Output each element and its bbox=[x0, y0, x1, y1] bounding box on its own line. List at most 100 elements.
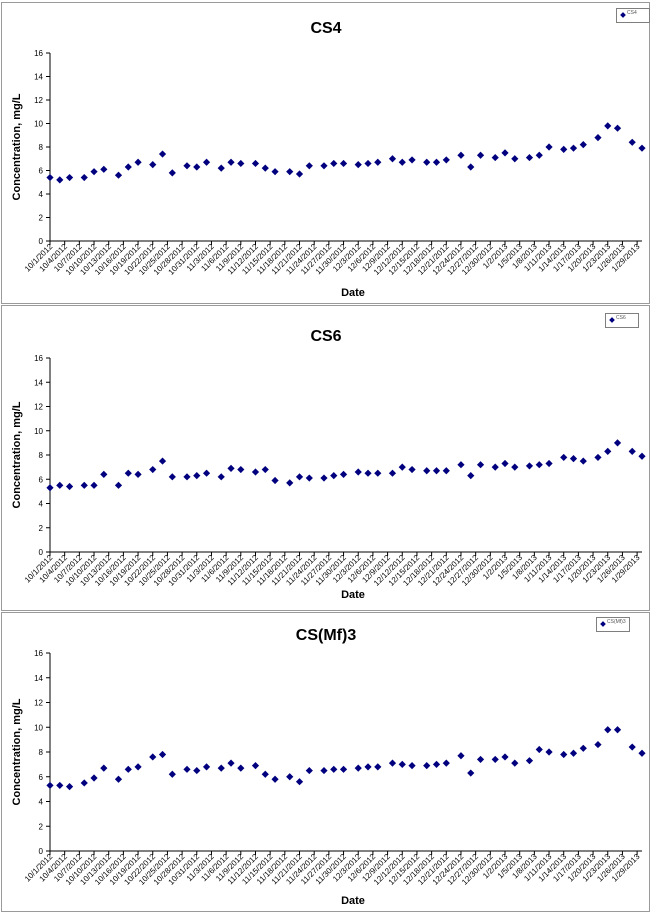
data-point bbox=[202, 763, 211, 771]
data-point bbox=[560, 750, 568, 759]
data-point bbox=[638, 749, 646, 757]
y-tick-label: 2 bbox=[39, 822, 44, 831]
data-point bbox=[339, 765, 348, 773]
data-point bbox=[295, 170, 304, 178]
data-point bbox=[237, 159, 245, 168]
y-tick-label: 10 bbox=[34, 723, 43, 732]
chart-svg: CS4024681012141610/1/201210/4/201210/7/2… bbox=[11, 20, 646, 299]
data-point bbox=[339, 470, 348, 478]
data-point bbox=[432, 467, 441, 475]
data-point bbox=[124, 765, 132, 773]
data-point bbox=[149, 465, 157, 474]
y-axis-title: Concentration, mg/L bbox=[11, 698, 23, 805]
y-tick-label: 6 bbox=[39, 475, 44, 484]
y-tick-label: 10 bbox=[34, 427, 43, 436]
data-point bbox=[457, 151, 465, 159]
data-point bbox=[423, 762, 431, 770]
data-point bbox=[56, 481, 64, 489]
data-point bbox=[46, 173, 54, 182]
data-point bbox=[511, 155, 519, 163]
data-point bbox=[158, 150, 167, 158]
y-axis-title: Concentration, mg/L bbox=[11, 401, 23, 508]
legend-label: CS6 bbox=[616, 315, 626, 321]
y-tick-label: 6 bbox=[39, 773, 44, 782]
data-point bbox=[364, 469, 372, 477]
data-point bbox=[183, 473, 191, 481]
data-point bbox=[442, 467, 450, 475]
data-point bbox=[638, 452, 646, 460]
data-point bbox=[193, 163, 201, 171]
data-point bbox=[56, 176, 64, 184]
data-point bbox=[90, 168, 98, 176]
data-point bbox=[501, 753, 509, 761]
y-axis-title: Concentration, mg/L bbox=[11, 93, 23, 200]
data-point bbox=[100, 764, 108, 772]
data-point bbox=[613, 726, 622, 734]
data-point bbox=[227, 158, 235, 166]
data-point bbox=[476, 151, 485, 159]
y-tick-label: 4 bbox=[39, 798, 44, 807]
data-point bbox=[374, 763, 382, 771]
data-point bbox=[46, 781, 54, 790]
data-point bbox=[579, 141, 587, 149]
data-point bbox=[467, 472, 475, 480]
chart-legend: CS(Mf)3 bbox=[596, 617, 630, 632]
data-point bbox=[320, 474, 328, 482]
y-tick-label: 10 bbox=[34, 120, 43, 129]
data-point bbox=[90, 481, 98, 489]
data-point bbox=[457, 752, 465, 760]
data-point bbox=[511, 759, 519, 767]
data-point bbox=[80, 779, 88, 787]
y-tick-label: 14 bbox=[34, 674, 43, 683]
data-point bbox=[604, 122, 612, 130]
data-point bbox=[65, 482, 74, 491]
data-point bbox=[432, 760, 441, 768]
data-point bbox=[525, 462, 534, 470]
y-tick-label: 0 bbox=[39, 237, 44, 246]
data-point bbox=[398, 158, 406, 166]
data-point bbox=[80, 173, 88, 182]
data-point bbox=[65, 173, 74, 182]
data-point bbox=[638, 144, 646, 152]
data-point bbox=[525, 757, 534, 765]
y-tick-label: 8 bbox=[39, 451, 44, 460]
chart-svg: CS6024681012141610/1/201210/4/201210/7/2… bbox=[11, 328, 646, 601]
data-point bbox=[535, 461, 543, 469]
data-point bbox=[149, 161, 157, 169]
chart-svg: CS(Mf)3024681012141610/1/201210/4/201210… bbox=[11, 627, 646, 907]
data-point bbox=[545, 143, 553, 151]
data-point bbox=[569, 455, 578, 463]
data-point bbox=[594, 453, 602, 462]
data-point bbox=[525, 153, 534, 162]
data-point bbox=[114, 481, 123, 489]
y-tick-label: 4 bbox=[39, 500, 44, 509]
data-point bbox=[320, 162, 328, 170]
data-point bbox=[388, 759, 397, 767]
chart-legend: CS4 bbox=[616, 8, 650, 23]
data-point bbox=[579, 457, 587, 465]
data-point bbox=[305, 766, 313, 775]
data-point bbox=[398, 760, 406, 768]
data-point bbox=[149, 753, 157, 761]
data-point bbox=[354, 764, 362, 772]
y-tick-label: 6 bbox=[39, 167, 44, 176]
data-point bbox=[594, 740, 602, 749]
data-point bbox=[168, 770, 176, 778]
data-point bbox=[183, 765, 191, 773]
y-tick-label: 8 bbox=[39, 143, 44, 152]
data-point bbox=[158, 457, 167, 465]
data-point bbox=[442, 759, 450, 767]
y-tick-label: 14 bbox=[34, 73, 43, 82]
data-point bbox=[628, 447, 636, 455]
data-point bbox=[134, 470, 142, 478]
data-point bbox=[305, 162, 313, 170]
data-point bbox=[261, 164, 269, 172]
y-tick-label: 16 bbox=[34, 49, 43, 58]
data-point bbox=[46, 484, 54, 492]
data-point bbox=[286, 479, 294, 487]
data-point bbox=[476, 461, 485, 469]
data-point bbox=[251, 159, 260, 168]
data-point bbox=[271, 775, 279, 783]
data-point bbox=[183, 162, 191, 170]
data-point bbox=[217, 764, 225, 772]
